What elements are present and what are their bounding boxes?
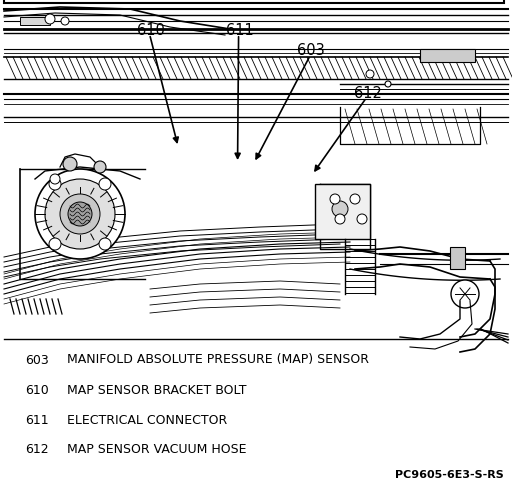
Text: ELECTRICAL CONNECTOR: ELECTRICAL CONNECTOR bbox=[67, 413, 227, 425]
Text: 612: 612 bbox=[26, 442, 49, 455]
Ellipse shape bbox=[385, 82, 391, 88]
Ellipse shape bbox=[451, 280, 479, 308]
Ellipse shape bbox=[49, 239, 61, 251]
Bar bbox=[420, 50, 475, 63]
Text: 610: 610 bbox=[137, 23, 165, 37]
Text: 611: 611 bbox=[226, 23, 253, 37]
Ellipse shape bbox=[50, 175, 60, 184]
Ellipse shape bbox=[68, 203, 92, 227]
Text: MAP SENSOR VACUUM HOSE: MAP SENSOR VACUUM HOSE bbox=[67, 442, 246, 455]
Text: PC9605-6E3-S-RS: PC9605-6E3-S-RS bbox=[395, 469, 504, 479]
Bar bbox=[315, 184, 370, 240]
Ellipse shape bbox=[332, 201, 348, 217]
Ellipse shape bbox=[335, 214, 345, 225]
Ellipse shape bbox=[330, 195, 340, 205]
Ellipse shape bbox=[63, 158, 77, 172]
Ellipse shape bbox=[49, 179, 61, 191]
Ellipse shape bbox=[366, 71, 374, 79]
Ellipse shape bbox=[45, 15, 55, 25]
Text: MAP SENSOR BRACKET BOLT: MAP SENSOR BRACKET BOLT bbox=[67, 383, 246, 396]
Ellipse shape bbox=[35, 170, 125, 259]
Ellipse shape bbox=[99, 179, 111, 191]
Ellipse shape bbox=[99, 239, 111, 251]
Text: 603: 603 bbox=[297, 44, 325, 58]
Text: 610: 610 bbox=[26, 383, 49, 396]
Ellipse shape bbox=[350, 195, 360, 205]
Ellipse shape bbox=[45, 180, 115, 249]
Text: MANIFOLD ABSOLUTE PRESSURE (MAP) SENSOR: MANIFOLD ABSOLUTE PRESSURE (MAP) SENSOR bbox=[67, 353, 369, 366]
Text: 611: 611 bbox=[26, 413, 49, 425]
Ellipse shape bbox=[357, 214, 367, 225]
Bar bbox=[20, 18, 50, 26]
Text: 603: 603 bbox=[26, 353, 49, 366]
Ellipse shape bbox=[61, 18, 69, 26]
Text: 612: 612 bbox=[354, 86, 381, 100]
Ellipse shape bbox=[60, 195, 100, 235]
Ellipse shape bbox=[94, 162, 106, 174]
Bar bbox=[450, 247, 465, 270]
